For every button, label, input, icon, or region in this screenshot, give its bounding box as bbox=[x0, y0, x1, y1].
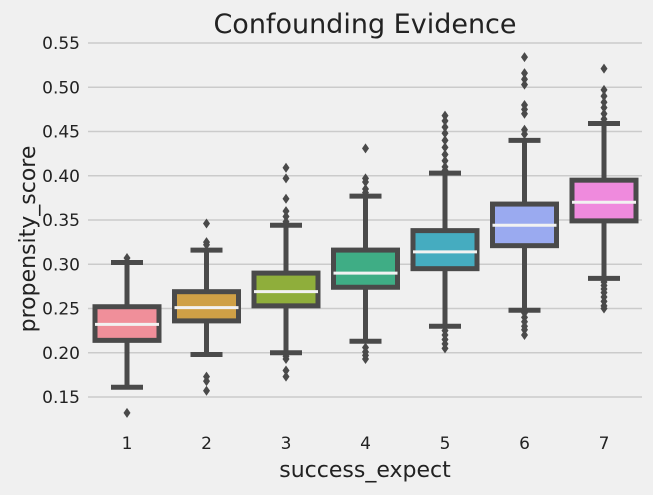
outlier-point bbox=[441, 165, 449, 176]
box-group-2 bbox=[172, 218, 241, 396]
x-tick-label: 2 bbox=[201, 434, 212, 454]
x-axis-label: success_expect bbox=[279, 458, 451, 483]
outlier-point bbox=[362, 353, 369, 364]
outlier-point bbox=[282, 353, 290, 364]
outlier-point bbox=[203, 239, 210, 250]
y-tick-label: 0.40 bbox=[42, 167, 80, 187]
outlier-point bbox=[441, 149, 449, 160]
y-tick-labels: 0.15 0.20 0.25 0.30 0.35 0.40 0.45 0.50 0.55 bbox=[42, 34, 80, 408]
box-iqr bbox=[410, 228, 480, 272]
outlier-point bbox=[441, 128, 449, 139]
outlier-point bbox=[441, 110, 449, 121]
outlier-point bbox=[521, 330, 528, 341]
y-tick-label: 0.55 bbox=[42, 34, 80, 54]
chart-title: Confounding Evidence bbox=[213, 9, 516, 40]
y-tick-label: 0.30 bbox=[42, 255, 80, 275]
y-axis-label: propensity_score bbox=[16, 146, 41, 333]
box-group-4 bbox=[331, 143, 400, 364]
outlier-point bbox=[521, 79, 528, 90]
box-group-1 bbox=[92, 253, 162, 418]
outlier-point bbox=[441, 155, 449, 166]
outlier-point bbox=[362, 187, 369, 198]
outlier-point bbox=[600, 114, 608, 125]
box-group-5 bbox=[410, 110, 480, 354]
outlier-point bbox=[600, 63, 608, 74]
x-tick-label: 7 bbox=[599, 434, 610, 454]
outlier-point bbox=[362, 143, 369, 154]
outlier-point bbox=[203, 376, 210, 387]
outlier-point bbox=[441, 115, 449, 126]
outlier-point bbox=[441, 343, 449, 354]
outlier-point bbox=[600, 97, 608, 108]
outlier-point bbox=[123, 253, 131, 264]
y-tick-label: 0.25 bbox=[42, 300, 80, 320]
outlier-point bbox=[441, 135, 449, 146]
outlier-point bbox=[521, 129, 528, 140]
outlier-point bbox=[600, 303, 608, 314]
outlier-point bbox=[282, 193, 290, 204]
y-tick-label: 0.45 bbox=[42, 123, 80, 143]
outlier-point bbox=[521, 74, 528, 85]
outlier-point bbox=[600, 91, 608, 102]
box-iqr bbox=[569, 177, 639, 224]
box-group-6 bbox=[490, 52, 559, 341]
box-iqr bbox=[331, 247, 400, 290]
outlier-point bbox=[282, 206, 290, 217]
y-tick-label: 0.35 bbox=[42, 211, 80, 231]
outlier-point bbox=[521, 324, 528, 335]
x-tick-label: 6 bbox=[519, 434, 530, 454]
outlier-point bbox=[521, 52, 528, 63]
outlier-point bbox=[282, 162, 290, 173]
box-group-3 bbox=[251, 162, 321, 382]
x-tick-label: 1 bbox=[122, 434, 133, 454]
outlier-point bbox=[441, 122, 449, 133]
x-tick-label: 4 bbox=[360, 434, 371, 454]
box-group-7 bbox=[569, 63, 639, 314]
outlier-point bbox=[282, 365, 290, 376]
outlier-point bbox=[282, 173, 290, 184]
y-tick-label: 0.50 bbox=[42, 78, 80, 98]
outlier-point bbox=[282, 216, 290, 227]
y-tick-label: 0.20 bbox=[42, 344, 80, 364]
outlier-point bbox=[203, 385, 210, 396]
outlier-point bbox=[282, 211, 290, 222]
outlier-point bbox=[600, 102, 608, 113]
outlier-point bbox=[441, 142, 449, 153]
outlier-point bbox=[600, 108, 608, 119]
outlier-point bbox=[521, 68, 528, 79]
outlier-point bbox=[362, 176, 369, 187]
box-layer bbox=[92, 52, 639, 418]
outlier-point bbox=[521, 108, 528, 119]
x-tick-label: 5 bbox=[440, 434, 451, 454]
outlier-point bbox=[203, 218, 210, 229]
y-tick-label: 0.15 bbox=[42, 388, 80, 408]
outlier-point bbox=[600, 84, 608, 95]
outlier-point bbox=[123, 407, 131, 418]
x-tick-labels: 1 2 3 4 5 6 7 bbox=[122, 434, 610, 454]
x-tick-label: 3 bbox=[281, 434, 292, 454]
outlier-point bbox=[282, 371, 290, 382]
box-iqr bbox=[251, 270, 321, 309]
